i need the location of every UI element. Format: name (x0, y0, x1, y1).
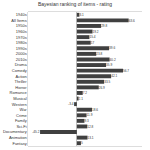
svg-text:63.6: 63.6 (129, 19, 135, 23)
svg-text:1950s: 1950s (16, 23, 27, 28)
svg-text:3.1: 3.1 (79, 13, 84, 17)
svg-text:35.9: 35.9 (106, 63, 112, 67)
svg-text:5: 5 (81, 141, 83, 145)
svg-text:12.8: 12.8 (87, 125, 93, 129)
svg-text:1990s: 1990s (16, 46, 27, 51)
svg-text:Family: Family (15, 118, 27, 123)
svg-text:Fantasy: Fantasy (12, 141, 26, 146)
svg-text:11.9: 11.9 (87, 113, 93, 117)
svg-text:Thriller: Thriller (14, 79, 27, 84)
svg-text:7.2: 7.2 (83, 91, 88, 95)
svg-text:17: 17 (91, 41, 95, 45)
svg-text:War: War (20, 107, 28, 112)
svg-text:All Items: All Items (11, 18, 26, 23)
svg-text:2010s: 2010s (16, 57, 27, 62)
svg-text:2.1: 2.1 (79, 97, 84, 101)
svg-text:13.1: 13.1 (88, 136, 94, 140)
svg-text:Bayesian ranking of items - ra: Bayesian ranking of items - rating (38, 1, 112, 7)
svg-text:19.2: 19.2 (93, 30, 99, 34)
svg-text:29.8: 29.8 (101, 24, 107, 28)
svg-text:-45.2: -45.2 (32, 130, 39, 134)
svg-text:23.8: 23.8 (96, 52, 102, 56)
svg-text:26.9: 26.9 (99, 86, 105, 90)
svg-text:Animation: Animation (9, 135, 27, 140)
svg-text:Action: Action (16, 74, 27, 79)
svg-text:Drama: Drama (15, 62, 28, 67)
svg-text:Western: Western (12, 102, 27, 107)
svg-text:42.1: 42.1 (111, 74, 117, 78)
svg-text:Horror: Horror (15, 85, 27, 90)
svg-text:1940s: 1940s (16, 12, 27, 17)
svg-text:39.6: 39.6 (109, 46, 115, 50)
svg-text:Romance: Romance (10, 90, 28, 95)
svg-text:18.6: 18.6 (92, 108, 98, 112)
svg-text:1970s: 1970s (16, 35, 27, 40)
svg-text:Crime: Crime (16, 113, 27, 118)
svg-text:15.4: 15.4 (89, 35, 95, 39)
svg-text:33.5: 33.5 (104, 80, 110, 84)
svg-text:-3.4: -3.4 (68, 102, 74, 106)
svg-text:2000s: 2000s (16, 51, 27, 56)
svg-text:40.2: 40.2 (110, 58, 116, 62)
svg-text:Comedy: Comedy (12, 68, 27, 73)
svg-text:9.3: 9.3 (84, 119, 89, 123)
svg-text:Documentary: Documentary (3, 129, 27, 134)
svg-text:Sci-Fi: Sci-Fi (16, 124, 26, 129)
svg-text:56.7: 56.7 (123, 69, 129, 73)
svg-text:1980s: 1980s (16, 40, 27, 45)
svg-text:Musical: Musical (13, 96, 27, 101)
svg-text:1960s: 1960s (16, 29, 27, 34)
